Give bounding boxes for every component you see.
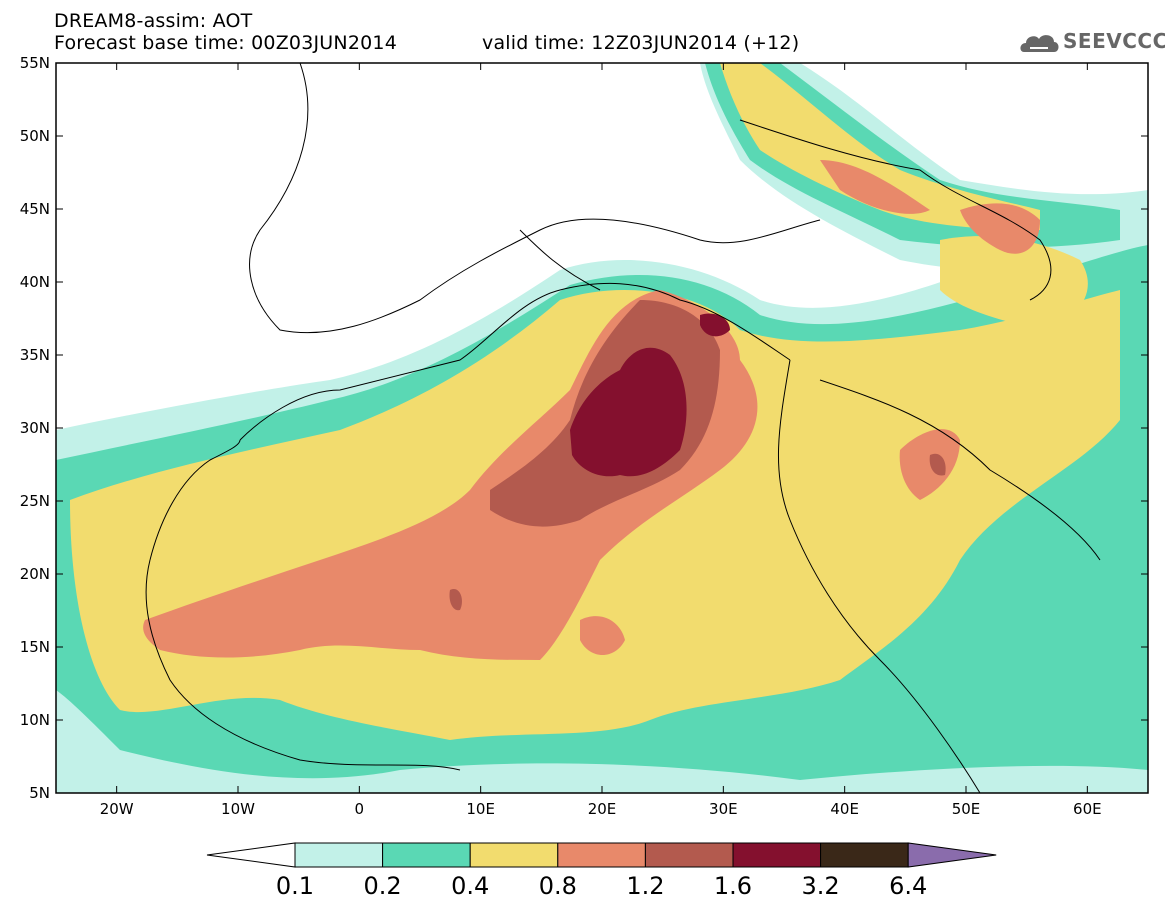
colorbar-swatch	[732, 842, 822, 868]
lon-label: 10E	[466, 800, 495, 818]
colorbar-label: 0.8	[539, 872, 577, 900]
colorbar-labels: 0.1 0.2 0.4 0.8 1.2 1.6 3.2 6.4	[276, 872, 927, 900]
latitude-labels: 55N 50N 45N 40N 35N 30N 25N 20N 15N 10N 5N	[20, 54, 50, 802]
lat-label: 5N	[29, 784, 50, 802]
lat-label: 55N	[20, 54, 50, 72]
lat-label: 45N	[20, 200, 50, 218]
lat-label: 10N	[20, 711, 50, 729]
colorbar-under-triangle	[206, 842, 296, 868]
axis-ticks	[56, 62, 1148, 794]
colorbar-over-triangle	[907, 842, 997, 868]
colorbar-swatch	[382, 842, 471, 868]
lon-label: 20W	[100, 800, 134, 818]
aot-field	[56, 63, 1148, 793]
lat-label: 40N	[20, 273, 50, 291]
lon-label: 60E	[1073, 800, 1102, 818]
cloud-icon	[1020, 35, 1059, 52]
colorbar-label: 0.4	[451, 872, 489, 900]
colorbar-swatch	[557, 842, 646, 868]
forecast-base-time: Forecast base time: 00Z03JUN2014	[54, 32, 397, 54]
coastlines	[145, 63, 1101, 793]
map-title: DREAM8-assim: AOT	[54, 10, 253, 32]
colorbar-swatch	[820, 842, 909, 868]
lon-label: 50E	[952, 800, 981, 818]
lat-label: 50N	[20, 127, 50, 145]
colorbar	[206, 842, 997, 868]
lon-label: 40E	[830, 800, 859, 818]
lon-label: 10W	[221, 800, 255, 818]
colorbar-label: 3.2	[802, 872, 840, 900]
lat-label: 15N	[20, 638, 50, 656]
longitude-labels: 20W 10W 0 10E 20E 30E 40E 50E 60E	[100, 800, 1102, 818]
colorbar-swatch	[644, 842, 734, 868]
lon-label: 30E	[709, 800, 738, 818]
colorbar-swatch	[469, 842, 559, 868]
lat-label: 35N	[20, 346, 50, 364]
colorbar-swatch	[294, 842, 384, 868]
colorbar-label: 6.4	[889, 872, 927, 900]
lon-label: 20E	[588, 800, 617, 818]
lat-label: 25N	[20, 492, 50, 510]
valid-time: valid time: 12Z03JUN2014 (+12)	[482, 32, 800, 54]
colorbar-label: 0.2	[364, 872, 402, 900]
colorbar-label: 1.6	[714, 872, 752, 900]
lat-label: 30N	[20, 419, 50, 437]
logo-text: SEEVCCC	[1063, 29, 1165, 53]
colorbar-label: 0.1	[276, 872, 314, 900]
lon-label: 0	[355, 800, 365, 818]
lat-label: 20N	[20, 565, 50, 583]
colorbar-label: 1.2	[626, 872, 664, 900]
